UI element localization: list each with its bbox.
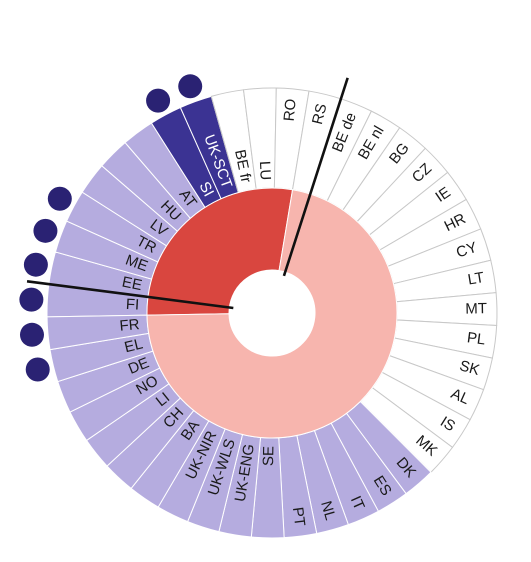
label-rs: RS: [309, 102, 330, 126]
label-fr: FR: [119, 316, 141, 335]
dot-me: [33, 218, 58, 243]
label-pt: PT: [289, 506, 308, 527]
label-be-fr: BE fr: [231, 148, 254, 184]
label-sk: SK: [458, 357, 482, 379]
label-al: AL: [448, 385, 472, 408]
label-cy: CY: [454, 239, 479, 262]
dot-fi: [19, 287, 44, 312]
dot-el: [25, 357, 50, 382]
label-it: IT: [347, 494, 368, 513]
dot-tr: [47, 186, 72, 211]
dot-uk-sct: [178, 74, 203, 99]
dot-si: [146, 88, 171, 113]
label-lt: LT: [466, 269, 485, 288]
divider-line-1: [26, 280, 234, 310]
label-pl: PL: [466, 329, 486, 348]
label-si: SI: [195, 179, 217, 200]
label-lu: LU: [256, 161, 274, 181]
divider-line-2: [282, 77, 349, 277]
outer-ring: [46, 87, 498, 539]
label-ro: RO: [281, 98, 300, 122]
dot-ee: [23, 252, 48, 277]
label-lv: LV: [147, 216, 171, 240]
label-nl: NL: [317, 499, 339, 522]
label-se: SE: [260, 446, 277, 466]
dots: [19, 74, 203, 382]
inner-ring: [146, 187, 398, 439]
label-me: ME: [123, 252, 150, 276]
dividers: [26, 77, 349, 310]
dot-fr: [19, 322, 44, 347]
center-hole: [229, 270, 315, 356]
label-fi: FI: [125, 296, 139, 314]
label-ee: EE: [120, 273, 143, 294]
label-mt: MT: [465, 300, 487, 317]
label-el: EL: [123, 335, 145, 356]
label-de: DE: [126, 354, 152, 378]
